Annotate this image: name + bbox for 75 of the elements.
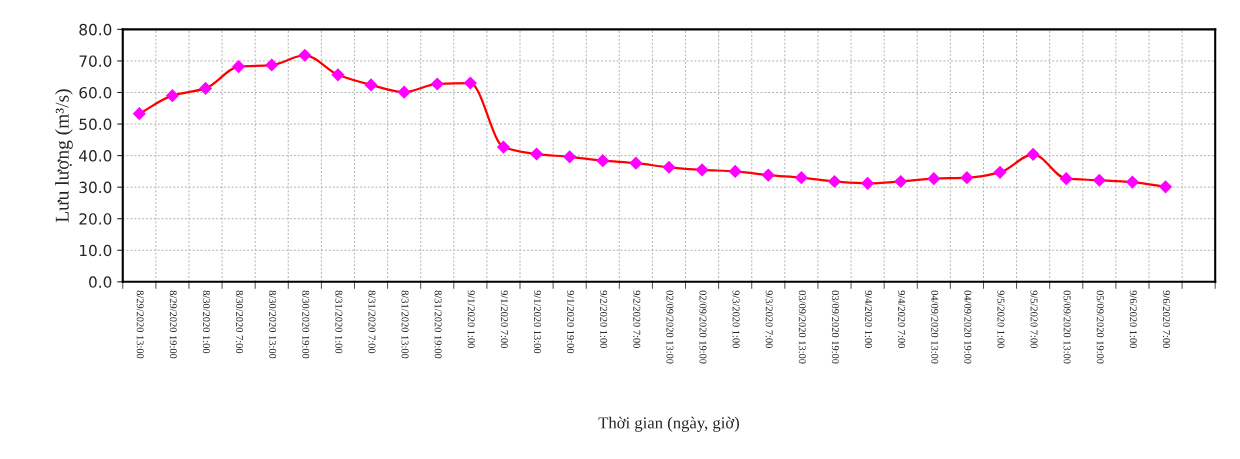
point	[232, 60, 246, 74]
point	[397, 85, 411, 99]
point	[331, 68, 345, 82]
point	[695, 163, 709, 177]
x-tick-label: 8/30/2020 1:00	[202, 290, 210, 354]
x-tick-label: 03/09/2020 19:00	[831, 290, 839, 364]
point	[265, 58, 279, 72]
x-tick-label: 8/31/2020 7:00	[368, 290, 376, 354]
y-tick-label: 20.0	[79, 213, 112, 225]
x-tick-label: 9/1/2020 7:00	[500, 290, 508, 348]
x-tick-label: 8/31/2020 19:00	[434, 290, 442, 359]
x-tick-label: 9/2/2020 7:00	[633, 290, 641, 348]
x-tick-label: 8/30/2020 7:00	[235, 290, 244, 354]
point	[496, 140, 511, 154]
point	[894, 174, 908, 189]
point	[761, 168, 775, 182]
x-tick-label: 9/1/2020 19:00	[567, 290, 575, 354]
x-tick-label: 9/5/2020 1:00	[997, 290, 1005, 348]
x-tick-label: 04/09/2020 19:00	[964, 290, 972, 364]
x-tick-label: 9/6/2020 7:00	[1162, 290, 1170, 348]
y-tick-label: 50.0	[79, 118, 112, 131]
y-tick-label: 30.0	[79, 181, 112, 194]
x-axis-title: Thời gian (ngày, giờ)	[598, 416, 739, 432]
point	[596, 154, 610, 168]
x-tick-label: 9/5/2020 7:00	[1030, 290, 1038, 348]
point	[132, 107, 146, 121]
x-tick-label: 02/09/2020 13:00	[666, 290, 674, 364]
x-tick-label: 9/1/2020 1:00	[467, 290, 475, 348]
x-tick-label: 02/09/2020 19:00	[699, 290, 707, 364]
point	[165, 89, 179, 103]
x-tick-label: 8/29/2020 19:00	[169, 290, 177, 359]
x-tick-label: 8/30/2020 19:00	[302, 290, 310, 359]
x-tick-label: 05/09/2020 13:00	[1063, 290, 1071, 364]
point	[529, 147, 544, 161]
y-tick-label: 80.0	[79, 23, 112, 36]
x-tick-label: 8/30/2020 13:00	[269, 290, 277, 359]
x-tick-label: 8/31/2020 13:00	[401, 290, 409, 359]
y-tick-label: 0.0	[89, 276, 112, 288]
point	[198, 81, 213, 95]
x-tick-label: 9/6/2020 1:00	[1129, 290, 1137, 348]
point	[794, 171, 808, 185]
x-tick-label: 8/31/2020 1:00	[335, 290, 343, 354]
x-tick-label: 9/4/2020 1:00	[864, 290, 873, 348]
y-tick-label: 40.0	[79, 150, 112, 162]
point	[927, 172, 941, 186]
x-tick-label: 05/09/2020 19:00	[1096, 290, 1104, 364]
x-tick-label: 9/4/2020 7:00	[898, 290, 906, 348]
point	[1059, 172, 1073, 186]
x-tick-label: 04/09/2020 13:00	[931, 290, 939, 364]
point	[827, 174, 842, 189]
x-tick-label: 9/2/2020 1:00	[600, 290, 608, 348]
point	[728, 164, 742, 178]
point	[1125, 175, 1140, 189]
y-tick-label: 70.0	[79, 55, 112, 67]
x-tick-label: 03/09/2020 13:00	[798, 290, 806, 364]
point	[563, 150, 577, 164]
x-tick-label: 8/29/2020 13:00	[136, 290, 144, 359]
point	[364, 78, 378, 92]
y-tick-label: 10.0	[80, 244, 112, 257]
y-axis-title: Lưu lượng (m³/s)	[55, 89, 73, 223]
point	[960, 171, 974, 185]
x-tick-label: 9/1/2020 13:00	[533, 290, 541, 354]
point	[298, 48, 312, 62]
point	[993, 165, 1007, 179]
point	[430, 77, 444, 91]
point	[861, 176, 875, 190]
point	[662, 160, 676, 174]
point	[1092, 173, 1106, 187]
point	[1026, 147, 1040, 161]
point	[463, 76, 477, 90]
y-tick-label: 60.0	[79, 86, 112, 99]
x-tick-label: 9/3/2020 1:00	[732, 290, 740, 348]
point	[1158, 180, 1173, 194]
x-tick-label: 9/3/2020 7:00	[765, 290, 773, 348]
point	[629, 156, 643, 170]
